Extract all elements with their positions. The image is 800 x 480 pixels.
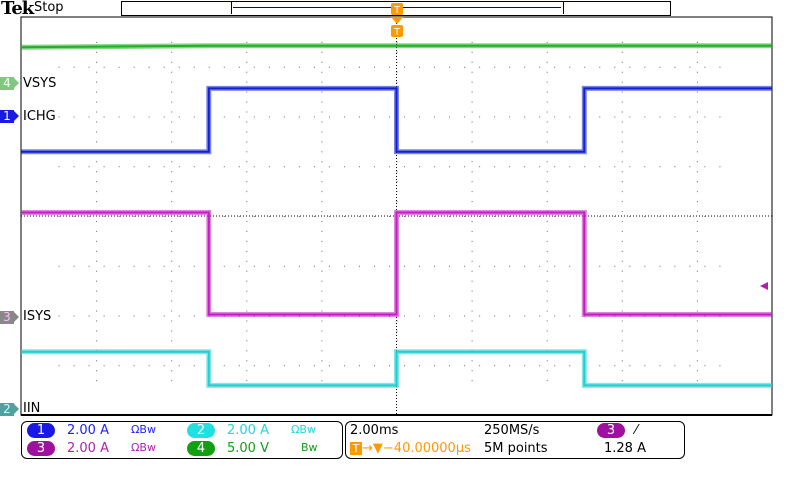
brand-logo: Tek (1, 0, 34, 19)
trigger-level-marker-icon (760, 282, 768, 290)
waveform-ichg (21, 87, 772, 153)
trigger-level: 1.28 A (604, 441, 646, 456)
trigger-source-badge: 3 (597, 423, 625, 438)
channel-4-readout[interactable]: 4 5.00 V Bw (187, 441, 318, 456)
channel-1-readout[interactable]: 1 2.00 A ΩBw (27, 423, 156, 438)
record-view[interactable] (121, 1, 671, 16)
ch1-scale: 2.00 A (67, 423, 109, 438)
channel-1-marker[interactable]: 1 (0, 110, 19, 123)
arrow-right-icon: → (362, 441, 373, 456)
ch1-badge: 1 (27, 423, 55, 438)
ch1-bw: ΩBw (131, 423, 156, 436)
waveform-vsys (20, 44, 772, 49)
label-vsys: VSYS (23, 76, 57, 91)
ch3-scale: 2.00 A (67, 441, 109, 456)
waveform-iin (21, 350, 772, 387)
acquisition-status[interactable]: Stop (34, 0, 64, 15)
ch2-scale: 2.00 A (227, 423, 269, 438)
ch4-bw: Bw (301, 441, 318, 454)
channel-3-marker[interactable]: 3 (0, 311, 19, 324)
channel-2-readout[interactable]: 2 2.00 A ΩBw (187, 423, 316, 438)
trigger-t-icon: T (350, 442, 362, 455)
waveform-isys (21, 211, 772, 316)
ch2-bw: ΩBw (291, 423, 316, 436)
trigger-source[interactable]: 3 ⁄ (597, 423, 637, 438)
record-length: 5M points (484, 441, 548, 456)
trigger-position-marker-icon: T T (391, 3, 403, 38)
ch2-badge: 2 (187, 423, 215, 438)
sample-rate: 250MS/s (484, 423, 540, 438)
ch3-badge: 3 (27, 441, 55, 456)
label-isys: ISYS (23, 309, 52, 324)
record-view-window[interactable] (231, 1, 564, 14)
waveform-display: T T (20, 3, 773, 416)
svg-text:T: T (393, 5, 401, 16)
ch4-scale: 5.00 V (227, 441, 269, 456)
channel-2-marker[interactable]: 2 (0, 403, 19, 416)
delay-value: ▼−40.00000µs (372, 441, 471, 456)
ch3-bw: ΩBw (131, 441, 156, 454)
horizontal-delay[interactable]: T →▼−40.00000µs (350, 441, 471, 456)
svg-text:T: T (393, 27, 401, 38)
horizontal-trigger-panel[interactable] (345, 421, 685, 459)
trigger-slope-icon: ⁄ (635, 423, 638, 438)
label-iin: IIN (23, 401, 41, 416)
ch4-badge: 4 (187, 441, 215, 456)
timebase[interactable]: 2.00ms (350, 423, 399, 438)
channel-readout-panel[interactable] (21, 421, 343, 459)
channel-3-readout[interactable]: 3 2.00 A ΩBw (27, 441, 156, 456)
label-ichg: ICHG (23, 109, 56, 124)
channel-4-marker[interactable]: 4 (0, 77, 19, 90)
